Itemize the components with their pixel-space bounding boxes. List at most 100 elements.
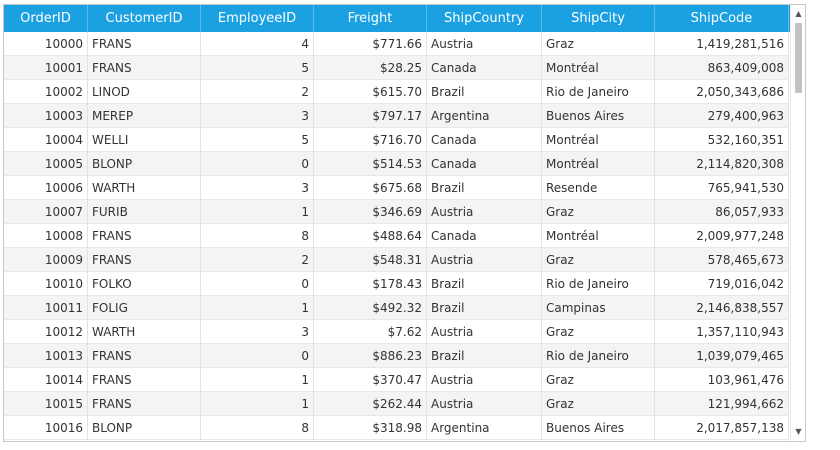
cell-shipcountry[interactable]: Argentina xyxy=(427,416,542,440)
cell-freight[interactable]: $771.66 xyxy=(314,32,427,56)
vertical-scrollbar[interactable]: ▲ ▼ xyxy=(790,5,805,441)
cell-shipcity[interactable]: Graz xyxy=(542,392,655,416)
cell-shipcode[interactable]: 532,160,351 xyxy=(655,128,789,152)
cell-orderid[interactable]: 10007 xyxy=(4,200,88,224)
cell-customerid[interactable]: FRANS xyxy=(88,32,201,56)
table-row[interactable]: 10007 FURIB 1 $346.69 Austria Graz 86,057,933 xyxy=(4,200,789,224)
cell-shipcode[interactable]: 2,017,857,138 xyxy=(655,416,789,440)
cell-freight[interactable]: $178.43 xyxy=(314,272,427,296)
cell-shipcode[interactable]: 1,357,110,943 xyxy=(655,320,789,344)
cell-freight[interactable]: $716.70 xyxy=(314,128,427,152)
cell-orderid[interactable]: 10010 xyxy=(4,272,88,296)
table-row[interactable]: 10016 BLONP 8 $318.98 Argentina Buenos Aires 2… xyxy=(4,416,789,440)
table-row[interactable]: 10012 WARTH 3 $7.62 Austria Graz 1,357,110,943 xyxy=(4,320,789,344)
cell-employeeid[interactable]: 4 xyxy=(201,32,314,56)
cell-employeeid[interactable]: 1 xyxy=(201,368,314,392)
cell-shipcountry[interactable]: Austria xyxy=(427,32,542,56)
cell-shipcountry[interactable]: Canada xyxy=(427,128,542,152)
cell-shipcity[interactable]: Rio de Janeiro xyxy=(542,80,655,104)
cell-freight[interactable]: $28.25 xyxy=(314,56,427,80)
table-row[interactable]: 10010 FOLKO 0 $178.43 Brazil Rio de Janeiro 71… xyxy=(4,272,789,296)
cell-orderid[interactable]: 10009 xyxy=(4,248,88,272)
cell-orderid[interactable]: 10012 xyxy=(4,320,88,344)
table-row[interactable]: 10008 FRANS 8 $488.64 Canada Montréal 2,009,97… xyxy=(4,224,789,248)
cell-customerid[interactable]: FOLKO xyxy=(88,272,201,296)
cell-shipcode[interactable]: 121,994,662 xyxy=(655,392,789,416)
cell-shipcode[interactable]: 103,961,476 xyxy=(655,368,789,392)
table-row[interactable]: 10006 WARTH 3 $675.68 Brazil Resende 765,941,5… xyxy=(4,176,789,200)
column-header-employeeid[interactable]: EmployeeID xyxy=(201,5,314,32)
cell-shipcode[interactable]: 863,409,008 xyxy=(655,56,789,80)
cell-customerid[interactable]: WARTH xyxy=(88,176,201,200)
table-row[interactable]: 10005 BLONP 0 $514.53 Canada Montréal 2,114,82… xyxy=(4,152,789,176)
cell-shipcity[interactable]: Graz xyxy=(542,368,655,392)
cell-customerid[interactable]: FRANS xyxy=(88,392,201,416)
table-row[interactable]: 10015 FRANS 1 $262.44 Austria Graz 121,994,662 xyxy=(4,392,789,416)
cell-shipcode[interactable]: 2,009,977,248 xyxy=(655,224,789,248)
cell-freight[interactable]: $488.64 xyxy=(314,224,427,248)
table-row[interactable]: 10003 MEREP 3 $797.17 Argentina Buenos Aires 2… xyxy=(4,104,789,128)
cell-shipcode[interactable]: 578,465,673 xyxy=(655,248,789,272)
cell-shipcountry[interactable]: Austria xyxy=(427,392,542,416)
cell-shipcity[interactable]: Graz xyxy=(542,320,655,344)
cell-shipcountry[interactable]: Austria xyxy=(427,320,542,344)
cell-freight[interactable]: $318.98 xyxy=(314,416,427,440)
cell-employeeid[interactable]: 2 xyxy=(201,248,314,272)
cell-freight[interactable]: $514.53 xyxy=(314,152,427,176)
cell-customerid[interactable]: LINOD xyxy=(88,80,201,104)
cell-shipcode[interactable]: 719,016,042 xyxy=(655,272,789,296)
cell-shipcountry[interactable]: Canada xyxy=(427,152,542,176)
cell-customerid[interactable]: FRANS xyxy=(88,56,201,80)
table-row[interactable]: 10009 FRANS 2 $548.31 Austria Graz 578,465,673 xyxy=(4,248,789,272)
cell-shipcountry[interactable]: Brazil xyxy=(427,80,542,104)
cell-shipcountry[interactable]: Austria xyxy=(427,200,542,224)
cell-shipcity[interactable]: Rio de Janeiro xyxy=(542,272,655,296)
cell-shipcode[interactable]: 1,419,281,516 xyxy=(655,32,789,56)
cell-freight[interactable]: $615.70 xyxy=(314,80,427,104)
column-header-shipcountry[interactable]: ShipCountry xyxy=(427,5,542,32)
cell-employeeid[interactable]: 0 xyxy=(201,344,314,368)
cell-customerid[interactable]: FOLIG xyxy=(88,296,201,320)
cell-employeeid[interactable]: 2 xyxy=(201,80,314,104)
cell-employeeid[interactable]: 3 xyxy=(201,320,314,344)
cell-customerid[interactable]: FRANS xyxy=(88,344,201,368)
column-header-shipcode[interactable]: ShipCode xyxy=(655,5,789,32)
table-row[interactable]: 10011 FOLIG 1 $492.32 Brazil Campinas 2,146,83… xyxy=(4,296,789,320)
cell-employeeid[interactable]: 8 xyxy=(201,416,314,440)
cell-employeeid[interactable]: 5 xyxy=(201,128,314,152)
cell-shipcountry[interactable]: Austria xyxy=(427,368,542,392)
cell-shipcity[interactable]: Graz xyxy=(542,32,655,56)
cell-employeeid[interactable]: 1 xyxy=(201,392,314,416)
scroll-up-icon[interactable]: ▲ xyxy=(795,9,802,18)
cell-customerid[interactable]: FRANS xyxy=(88,248,201,272)
cell-shipcity[interactable]: Graz xyxy=(542,200,655,224)
cell-orderid[interactable]: 10008 xyxy=(4,224,88,248)
cell-orderid[interactable]: 10001 xyxy=(4,56,88,80)
table-row[interactable]: 10000 FRANS 4 $771.66 Austria Graz 1,419,281,5… xyxy=(4,32,789,56)
cell-shipcountry[interactable]: Brazil xyxy=(427,344,542,368)
cell-customerid[interactable]: FURIB xyxy=(88,200,201,224)
cell-orderid[interactable]: 10011 xyxy=(4,296,88,320)
cell-orderid[interactable]: 10004 xyxy=(4,128,88,152)
cell-shipcode[interactable]: 279,400,963 xyxy=(655,104,789,128)
cell-employeeid[interactable]: 3 xyxy=(201,176,314,200)
cell-customerid[interactable]: WELLI xyxy=(88,128,201,152)
cell-orderid[interactable]: 10015 xyxy=(4,392,88,416)
cell-employeeid[interactable]: 0 xyxy=(201,272,314,296)
cell-shipcode[interactable]: 2,050,343,686 xyxy=(655,80,789,104)
cell-freight[interactable]: $797.17 xyxy=(314,104,427,128)
table-row[interactable]: 10014 FRANS 1 $370.47 Austria Graz 103,961,476 xyxy=(4,368,789,392)
cell-shipcode[interactable]: 765,941,530 xyxy=(655,176,789,200)
cell-shipcity[interactable]: Buenos Aires xyxy=(542,416,655,440)
cell-employeeid[interactable]: 0 xyxy=(201,152,314,176)
cell-shipcountry[interactable]: Argentina xyxy=(427,104,542,128)
cell-orderid[interactable]: 10006 xyxy=(4,176,88,200)
cell-orderid[interactable]: 10000 xyxy=(4,32,88,56)
cell-shipcountry[interactable]: Austria xyxy=(427,248,542,272)
cell-shipcode[interactable]: 1,039,079,465 xyxy=(655,344,789,368)
column-header-customerid[interactable]: CustomerID xyxy=(88,5,201,32)
cell-orderid[interactable]: 10014 xyxy=(4,368,88,392)
cell-freight[interactable]: $346.69 xyxy=(314,200,427,224)
column-header-shipcity[interactable]: ShipCity xyxy=(542,5,655,32)
table-row[interactable]: 10002 LINOD 2 $615.70 Brazil Rio de Janeiro 2,… xyxy=(4,80,789,104)
